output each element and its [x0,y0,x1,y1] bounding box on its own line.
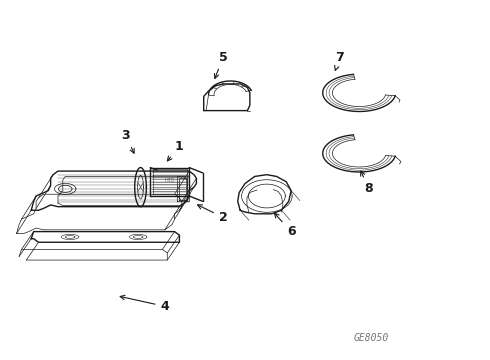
Text: HTO: HTO [165,178,175,183]
Text: 3: 3 [122,129,134,153]
Text: 4: 4 [120,295,169,313]
Text: 2: 2 [197,205,227,224]
Text: 7: 7 [335,51,344,70]
Text: 8: 8 [361,171,373,195]
Text: 6: 6 [274,213,295,238]
Text: GE8050: GE8050 [354,333,389,343]
Text: 1: 1 [168,140,184,161]
Text: 5: 5 [215,51,227,78]
